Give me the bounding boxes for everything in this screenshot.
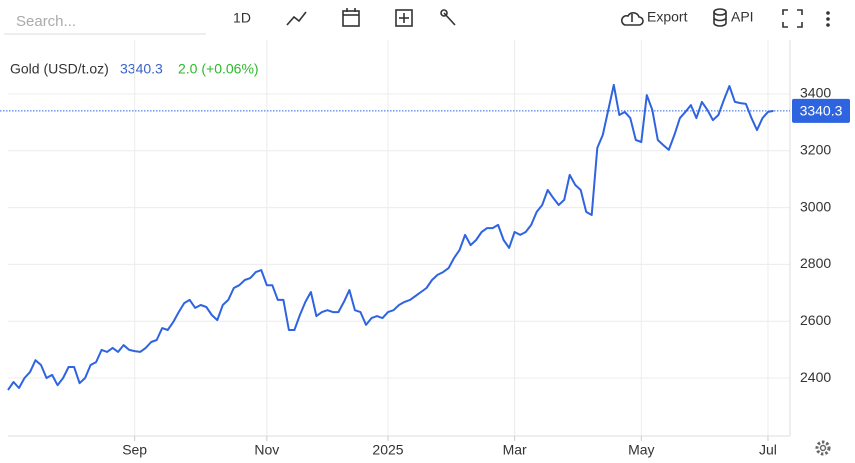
x-tick-label: May	[628, 442, 654, 458]
fullscreen-icon[interactable]	[782, 9, 803, 28]
y-tick-label: 3200	[800, 141, 831, 157]
settings-icon[interactable]	[815, 440, 831, 456]
menu-icon[interactable]	[826, 11, 830, 27]
x-tick-label: Mar	[503, 442, 527, 458]
add-icon[interactable]	[395, 9, 413, 27]
y-tick-label: 2800	[800, 255, 831, 271]
y-tick-label: 2400	[800, 369, 831, 385]
x-tick-label: 2025	[372, 442, 403, 458]
x-tick-label: Sep	[122, 442, 147, 458]
line-chart-icon[interactable]	[286, 11, 307, 26]
search-placeholder: Search...	[16, 13, 76, 30]
price-change: 2.0 (+0.06%)	[178, 61, 259, 77]
y-tick-label: 3400	[800, 85, 831, 101]
y-tick-label: 2600	[800, 312, 831, 328]
chart-title: Gold (USD/t.oz)	[10, 61, 109, 77]
calendar-icon[interactable]	[342, 8, 360, 27]
plot-area	[8, 40, 790, 436]
y-tick-label: 3000	[800, 198, 831, 214]
interval-button[interactable]: 1D	[233, 10, 251, 26]
x-tick-label: Nov	[254, 442, 279, 458]
api-button[interactable]: API	[713, 8, 754, 27]
x-tick-label: Jul	[759, 442, 777, 458]
last-price-label: 3340.3	[800, 103, 843, 119]
last-price: 3340.3	[120, 61, 163, 77]
export-label: Export	[647, 9, 688, 25]
price-line	[7, 83, 774, 391]
api-label: API	[731, 9, 754, 25]
wrench-icon[interactable]	[440, 9, 456, 26]
export-button[interactable]: Export	[621, 9, 688, 26]
search-box[interactable]	[4, 6, 206, 36]
last-price-tag	[792, 98, 850, 123]
